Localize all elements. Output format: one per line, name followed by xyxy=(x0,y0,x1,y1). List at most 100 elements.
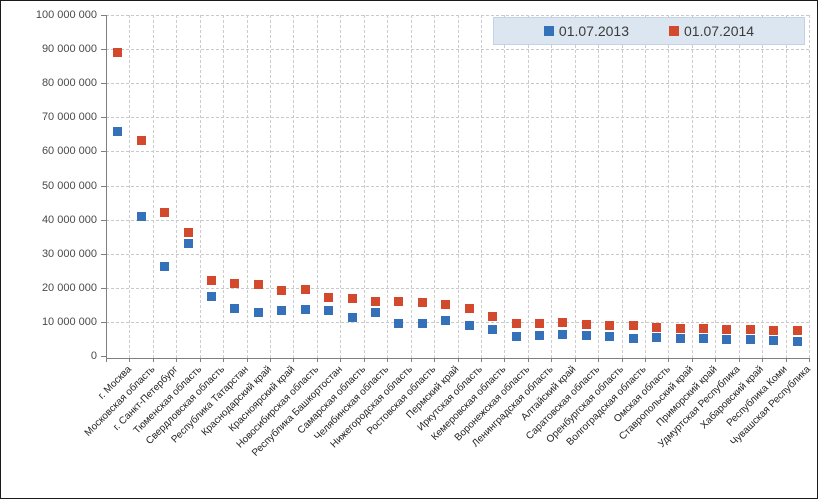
data-point-series-1 xyxy=(769,325,779,335)
y-axis-tick xyxy=(101,356,106,357)
x-axis-tick xyxy=(434,358,436,362)
data-point-series-1 xyxy=(347,293,357,303)
y-axis xyxy=(106,15,107,358)
y-tick-label: 100 000 000 xyxy=(35,9,97,21)
y-tick-label: 40 000 000 xyxy=(41,213,97,226)
data-point-series-1 xyxy=(253,279,263,289)
v-gridline xyxy=(598,15,600,358)
data-point-series-1 xyxy=(464,304,474,314)
data-point-series-0 xyxy=(324,305,334,315)
data-point-series-0 xyxy=(488,324,498,334)
x-axis-tick xyxy=(199,358,201,362)
v-gridline xyxy=(387,15,389,358)
v-gridline xyxy=(480,15,482,358)
v-gridline xyxy=(691,15,693,358)
y-axis-tick xyxy=(101,117,106,119)
data-point-series-1 xyxy=(792,326,802,336)
data-point-series-0 xyxy=(370,307,380,317)
x-axis-tick xyxy=(387,358,389,362)
y-axis-tick xyxy=(101,151,106,153)
data-point-series-0 xyxy=(792,336,802,346)
x-axis-tick xyxy=(574,358,576,362)
y-axis-tick xyxy=(101,49,106,51)
data-point-series-0 xyxy=(745,335,755,345)
data-point-series-0 xyxy=(558,330,568,340)
data-point-series-1 xyxy=(581,319,591,329)
x-axis-tick xyxy=(457,358,459,362)
legend-label-2014: 01.07.2014 xyxy=(684,23,755,39)
x-axis-tick xyxy=(106,358,107,362)
data-point-series-1 xyxy=(511,319,521,329)
data-point-series-0 xyxy=(441,315,451,325)
data-point-series-1 xyxy=(183,227,193,237)
v-gridline xyxy=(270,15,272,358)
data-point-series-0 xyxy=(652,333,662,343)
v-gridline xyxy=(668,15,670,358)
data-point-series-1 xyxy=(417,297,427,307)
y-axis-tick xyxy=(101,287,106,289)
x-axis-tick xyxy=(668,358,670,362)
data-point-series-1 xyxy=(394,296,404,306)
x-axis-tick xyxy=(293,358,295,362)
data-point-series-0 xyxy=(722,335,732,345)
v-gridline xyxy=(574,15,576,358)
legend-label-2013: 01.07.2013 xyxy=(558,23,629,39)
x-axis-tick xyxy=(785,358,787,362)
data-point-series-1 xyxy=(535,319,545,329)
data-point-series-1 xyxy=(722,324,732,334)
data-point-series-1 xyxy=(628,320,638,330)
y-axis-tick xyxy=(101,15,106,16)
x-axis-tick xyxy=(176,358,178,362)
series-2014-swatch-icon xyxy=(669,26,679,36)
v-gridline xyxy=(457,15,459,358)
x-axis-tick xyxy=(340,358,342,362)
x-axis-tick xyxy=(129,358,131,362)
y-tick-label: 0 xyxy=(90,350,97,362)
x-axis-tick xyxy=(738,358,740,362)
data-point-series-1 xyxy=(605,321,615,331)
x-axis-tick xyxy=(480,358,482,362)
v-gridline xyxy=(785,15,787,358)
data-point-series-0 xyxy=(160,261,170,271)
y-tick-label: 30 000 000 xyxy=(41,247,97,260)
data-point-series-1 xyxy=(230,278,240,288)
data-point-series-0 xyxy=(511,332,521,342)
v-gridline xyxy=(644,15,646,358)
data-point-series-1 xyxy=(558,318,568,328)
v-gridline xyxy=(504,15,506,358)
data-point-series-0 xyxy=(277,306,287,316)
v-gridline xyxy=(340,15,342,358)
y-axis-tick xyxy=(101,321,106,323)
x-axis-tick xyxy=(527,358,529,362)
data-point-series-0 xyxy=(113,126,123,136)
data-point-series-0 xyxy=(675,333,685,343)
y-tick-label: 10 000 000 xyxy=(41,315,97,328)
data-point-series-0 xyxy=(136,211,146,221)
data-point-series-0 xyxy=(628,334,638,344)
data-point-series-0 xyxy=(769,336,779,346)
data-point-series-0 xyxy=(699,334,709,344)
y-axis-tick xyxy=(101,219,106,221)
legend-item-2014: 01.07.2014 xyxy=(669,23,754,39)
data-point-series-0 xyxy=(183,238,193,248)
series-2013-swatch-icon xyxy=(543,26,554,36)
x-axis-tick xyxy=(598,358,600,362)
y-tick-label: 20 000 000 xyxy=(41,281,97,294)
v-gridline xyxy=(199,15,201,358)
data-point-series-1 xyxy=(324,292,334,302)
v-gridline xyxy=(293,15,295,358)
x-axis-tick xyxy=(715,358,717,362)
data-point-series-0 xyxy=(394,319,404,329)
y-axis-tick xyxy=(101,253,106,255)
x-axis-tick xyxy=(551,358,553,362)
y-axis-tick xyxy=(101,185,106,187)
v-gridline xyxy=(316,15,318,358)
v-gridline xyxy=(176,15,178,358)
data-point-series-1 xyxy=(206,276,216,286)
x-axis-tick xyxy=(223,358,225,362)
v-gridline xyxy=(738,15,740,358)
data-point-series-1 xyxy=(745,325,755,335)
v-gridline xyxy=(621,15,623,358)
y-axis-tick xyxy=(101,83,106,85)
